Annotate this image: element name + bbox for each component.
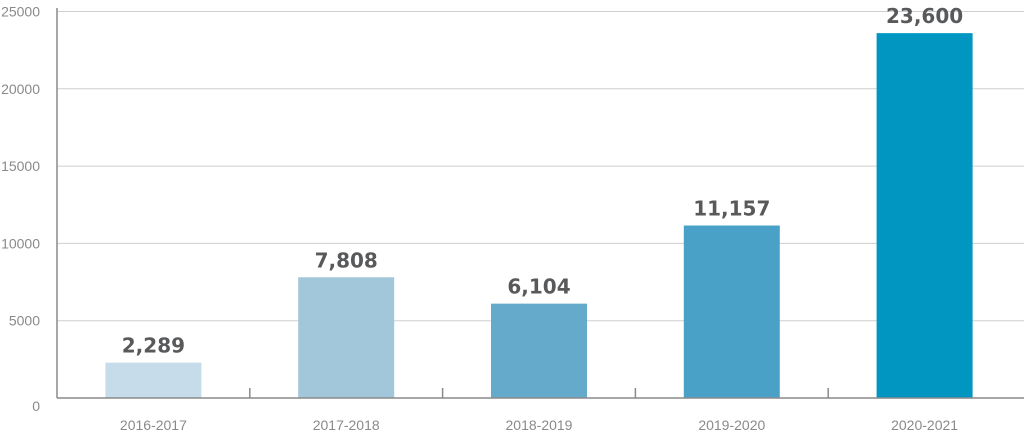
x-tick-label: 2018-2019	[506, 417, 573, 432]
bar	[491, 303, 587, 398]
bar	[876, 33, 973, 398]
data-label: 7,808	[315, 248, 378, 272]
data-label: 6,104	[507, 275, 570, 299]
y-tick-label: 10000	[1, 235, 40, 251]
y-tick-label: 0	[32, 398, 40, 414]
y-tick-label: 5000	[9, 313, 40, 329]
bar	[105, 362, 202, 398]
y-tick-label: 15000	[1, 158, 40, 174]
data-label: 2,289	[122, 334, 185, 358]
x-tick-label: 2017-2018	[313, 417, 380, 432]
x-tick-label: 2016-2017	[120, 417, 187, 432]
x-tick-label: 2019-2020	[698, 417, 765, 432]
bar	[683, 225, 780, 398]
data-label: 11,157	[693, 197, 770, 221]
y-tick-label: 25000	[1, 4, 40, 20]
bar	[298, 277, 395, 398]
x-tick-label: 2020-2021	[891, 417, 958, 432]
y-tick-label: 20000	[1, 81, 40, 97]
data-label: 23,600	[886, 4, 963, 28]
